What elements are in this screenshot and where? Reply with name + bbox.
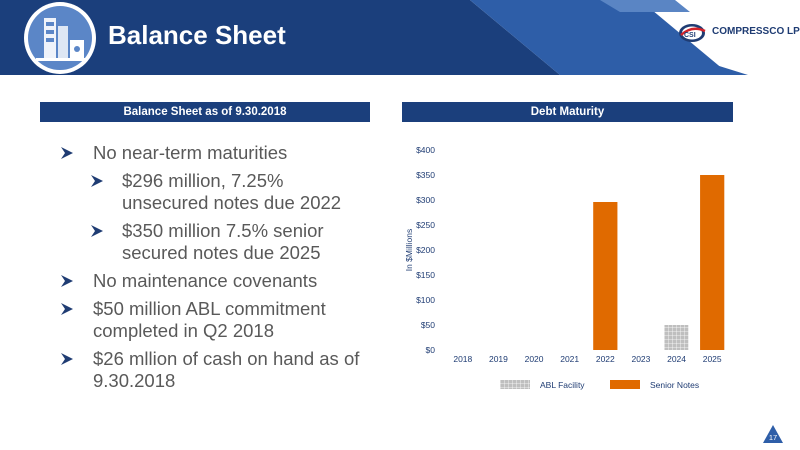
y-tick-label: $100 [416,295,435,305]
debt-maturity-chart: $0 $50 $100 $150 $200 $250 $300 $350 $400 In $Mil… [400,135,740,405]
x-tick-label: 2019 [489,354,508,364]
logo-wordmark: COMPRESSCO LP [712,26,800,37]
bullet-item: $50 million ABL commitment completed in … [60,298,360,342]
bar-abl-facility [664,325,689,350]
y-tick-label: $250 [416,220,435,230]
bullet-text: No maintenance covenants [93,270,318,291]
x-tick-label: 2025 [703,354,722,364]
y-tick-label: $300 [416,195,435,205]
y-tick-label: $350 [416,170,435,180]
y-tick-label: $400 [416,145,435,155]
arrow-bullet-icon [91,175,103,187]
bullet-item: $350 million 7.5% senior secured notes d… [60,220,360,264]
x-tick-label: 2021 [560,354,579,364]
chart-canvas: $0 $50 $100 $150 $200 $250 $300 $350 $400 In $Mil… [404,145,725,390]
arrow-bullet-icon [61,303,73,315]
y-axis-title: In $Millions [404,229,414,272]
page-number-badge: 17 [762,424,784,444]
bullet-text: $296 million, 7.25% unsecured notes due … [122,170,342,213]
y-tick-label: $150 [416,270,435,280]
header-band: Balance Sheet CSI COMPRESSCO LP [0,0,800,75]
y-tick-label: $0 [426,345,436,355]
arrow-bullet-icon [61,147,73,159]
x-tick-label: 2018 [453,354,472,364]
page-number: 17 [768,433,778,442]
bullet-item: $26 mllion of cash on hand as of 9.30.20… [60,348,360,392]
balance-sheet-section-title: Balance Sheet as of 9.30.2018 [40,102,370,122]
page-number-triangle [763,425,783,443]
bullet-item: No maintenance covenants [60,270,360,292]
bullet-text: $26 mllion of cash on hand as of 9.30.20… [93,348,360,391]
building-icon [24,2,96,74]
logo-badge: CSI [684,32,696,39]
legend-label: ABL Facility [540,380,585,390]
x-tick-label: 2024 [667,354,686,364]
bar-senior-notes [593,202,618,350]
bullet-list: No near-term maturities $296 million, 7.… [60,142,360,398]
debt-maturity-section-title: Debt Maturity [402,102,733,122]
y-tick-label: $50 [421,320,435,330]
legend-swatch [500,380,530,389]
legend-label: Senior Notes [650,380,699,390]
arrow-bullet-icon [61,275,73,287]
bullet-text: $350 million 7.5% senior secured notes d… [122,220,324,263]
legend-swatch [610,380,640,389]
bar-senior-notes [700,175,725,350]
x-tick-label: 2022 [596,354,615,364]
header-background [0,0,800,75]
x-tick-label: 2023 [631,354,650,364]
page-title: Balance Sheet [108,20,286,50]
bullet-text: $50 million ABL commitment completed in … [93,298,326,341]
csi-logo-icon: CSI [679,24,706,42]
bullet-text: No near-term maturities [93,142,288,163]
arrow-bullet-icon [61,353,73,365]
bullet-item: No near-term maturities [60,142,360,164]
y-tick-label: $200 [416,245,435,255]
bullet-item: $296 million, 7.25% unsecured notes due … [60,170,360,214]
x-tick-label: 2020 [525,354,544,364]
arrow-bullet-icon [91,225,103,237]
company-logo: CSI COMPRESSCO LP [678,22,800,44]
